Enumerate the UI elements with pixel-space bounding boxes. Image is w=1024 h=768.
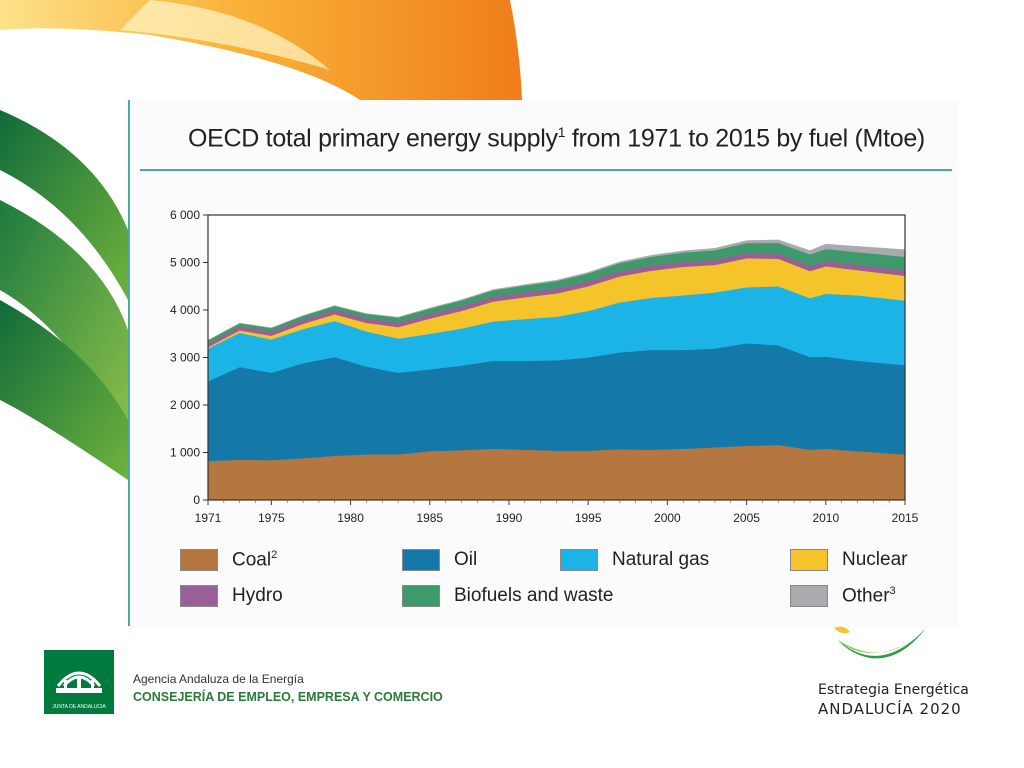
- x-tick-label: 2015: [892, 511, 919, 525]
- x-tick-label: 2005: [733, 511, 760, 525]
- x-tick-label: 1975: [258, 511, 285, 525]
- y-tick-label: 2 000: [170, 398, 200, 412]
- legend-item-coal: Coal2: [180, 548, 277, 572]
- strategy-title: Estrategia Energética: [818, 682, 969, 698]
- legend-footnote: 3: [889, 584, 896, 597]
- x-tick-label: 1971: [195, 511, 222, 525]
- legend-label: Coal2: [232, 548, 278, 571]
- x-tick-label: 2000: [654, 511, 681, 525]
- chart-title-footnote: 1: [557, 124, 566, 140]
- x-tick-label: 1980: [337, 511, 364, 525]
- junta-logo-text: JUNTA DE ANDALUCIA: [52, 704, 106, 710]
- legend-swatch: [180, 585, 218, 607]
- stacked-area-chart: 0 1 000 2 000 3 000 4 000 5 000 6 000 1971 1975 1…: [170, 208, 919, 525]
- x-tick-label: 2010: [812, 511, 839, 525]
- chart-title-rest: from 1971 to 2015 by fuel (Mtoe): [565, 124, 925, 153]
- y-tick-label: 0: [193, 493, 200, 507]
- y-tick-label: 3 000: [170, 351, 200, 365]
- legend-label: Nuclear: [842, 549, 908, 570]
- x-tick-label: 1985: [416, 511, 443, 525]
- chart-legend: Coal2 Oil Natural gas Nuclear Hydro Biofuels …: [180, 548, 940, 618]
- legend-swatch: [402, 549, 440, 571]
- legend-swatch: [790, 585, 828, 607]
- legend-item-other: Other3: [790, 584, 896, 608]
- legend-swatch: [180, 549, 218, 571]
- chart-title-main: OECD total primary energy supply: [188, 124, 558, 153]
- legend-label: Hydro: [232, 585, 283, 606]
- y-tick-label: 5 000: [170, 256, 200, 270]
- y-tick-label: 1 000: [170, 446, 200, 460]
- agency-name: Agencia Andaluza de la Energía: [133, 672, 304, 686]
- legend-swatch: [402, 585, 440, 607]
- chart-title: OECD total primary energy supply1 from 1…: [188, 124, 925, 153]
- legend-label: Biofuels and waste: [454, 585, 614, 606]
- leaf-bottom: [0, 300, 128, 480]
- x-tick-label: 1995: [575, 511, 602, 525]
- legend-item-nuclear: Nuclear: [790, 548, 907, 572]
- legend-label: Oil: [454, 549, 478, 570]
- legend-item-oil: Oil: [402, 548, 477, 572]
- y-tick-label: 4 000: [170, 303, 200, 317]
- title-underline: [140, 169, 952, 171]
- junta-andalucia-logo: JUNTA DE ANDALUCIA: [44, 650, 114, 714]
- legend-label: Other3: [842, 584, 896, 607]
- strategy-subtitle: ANDALUCÍA 2020: [818, 700, 962, 718]
- legend-label: Natural gas: [612, 549, 710, 570]
- legend-footnote: 2: [271, 548, 278, 561]
- x-tick-label: 1990: [496, 511, 523, 525]
- legend-swatch: [560, 549, 598, 571]
- legend-item-hydro: Hydro: [180, 584, 283, 608]
- legend-swatch: [790, 549, 828, 571]
- leaf-top: [0, 110, 128, 300]
- sun-glow: [120, 0, 330, 70]
- y-tick-label: 6 000: [170, 208, 200, 222]
- estrategia-logo: [834, 626, 926, 659]
- panel-left-rule: [128, 100, 130, 626]
- legend-item-biofuels-and-waste: Biofuels and waste: [402, 584, 614, 608]
- legend-item-natural-gas: Natural gas: [560, 548, 709, 572]
- consejeria-name: CONSEJERÍA DE EMPLEO, EMPRESA Y COMERCIO: [133, 690, 443, 704]
